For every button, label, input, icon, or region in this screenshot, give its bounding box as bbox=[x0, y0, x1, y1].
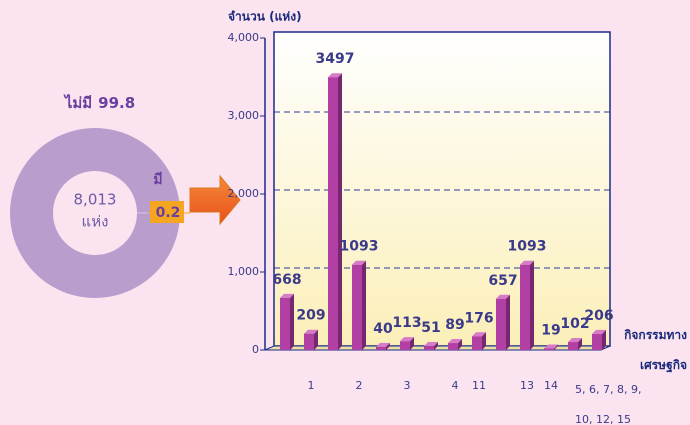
bar-top bbox=[328, 73, 342, 78]
bar-top bbox=[568, 338, 582, 343]
bar bbox=[592, 333, 602, 350]
bar bbox=[568, 342, 578, 350]
bar-top bbox=[400, 337, 414, 342]
bar-side bbox=[314, 329, 318, 350]
x-tick-label: 1 bbox=[308, 379, 315, 392]
slice-label: ไม่มี 99.8 bbox=[63, 93, 135, 112]
value-label: 1093 bbox=[508, 239, 547, 255]
bar bbox=[400, 341, 410, 350]
bar-side bbox=[578, 338, 582, 350]
slice-value-bg bbox=[150, 201, 184, 223]
value-label: 89 bbox=[445, 317, 464, 333]
value-label: 113 bbox=[392, 315, 421, 331]
bar-top bbox=[448, 339, 462, 344]
bar-side bbox=[602, 329, 606, 350]
bar bbox=[472, 336, 482, 350]
value-label: 209 bbox=[296, 308, 325, 324]
bar-top bbox=[424, 342, 438, 347]
arrow bbox=[189, 174, 241, 226]
x-tick-label: 13 bbox=[520, 379, 534, 392]
y-tick-label: 0 bbox=[252, 343, 259, 356]
y-tick-label: 2,000 bbox=[228, 187, 260, 200]
y-tick-label: 1,000 bbox=[228, 265, 260, 278]
bar-side bbox=[290, 293, 294, 350]
value-label: 176 bbox=[464, 310, 493, 326]
value-label: 657 bbox=[488, 273, 517, 289]
bar-side bbox=[386, 342, 390, 350]
x-tick-label: 14 bbox=[544, 379, 558, 392]
bar bbox=[544, 348, 554, 350]
value-label: 19 bbox=[541, 323, 560, 339]
x-tick-label: 3 bbox=[404, 379, 411, 392]
bar bbox=[304, 333, 314, 350]
bar bbox=[496, 298, 506, 350]
bar-side bbox=[506, 294, 510, 350]
bar-top bbox=[496, 294, 510, 299]
value-label: 51 bbox=[421, 320, 440, 336]
bar-side bbox=[458, 339, 462, 350]
donut-slice bbox=[10, 127, 180, 298]
bar-top bbox=[592, 329, 606, 334]
y-tick-label: 4,000 bbox=[228, 31, 260, 44]
y-axis-label: จำนวน (แห่ง) bbox=[228, 10, 302, 24]
slice-name: ไม่มี bbox=[63, 93, 92, 112]
bar-top bbox=[472, 332, 486, 337]
bar-top bbox=[376, 342, 390, 347]
value-label: 40 bbox=[373, 321, 393, 337]
bar bbox=[352, 264, 362, 350]
value-label: 668 bbox=[272, 272, 301, 288]
bar-side bbox=[338, 73, 342, 350]
x-tick-label: 4 bbox=[452, 379, 459, 392]
y-tick-label: 3,000 bbox=[228, 109, 260, 122]
donut-total: 8,013 bbox=[74, 191, 117, 209]
value-label: 206 bbox=[584, 308, 613, 324]
bar-side bbox=[530, 260, 534, 350]
bar bbox=[424, 346, 434, 350]
bar-top bbox=[304, 329, 318, 334]
bar-top bbox=[520, 260, 534, 265]
bar bbox=[376, 346, 386, 350]
bar-side bbox=[410, 337, 414, 350]
plot-wall bbox=[273, 31, 611, 347]
value-label: 3497 bbox=[316, 51, 355, 67]
slice-value: 0.2 bbox=[156, 205, 181, 221]
bar-top bbox=[280, 293, 294, 298]
x-tick-label: 11 bbox=[472, 379, 486, 392]
bar-side bbox=[362, 260, 366, 350]
x-tick-label: 2 bbox=[356, 379, 363, 392]
value-label: 1093 bbox=[340, 239, 379, 255]
donut-unit: แห่ง bbox=[82, 213, 109, 231]
x-tick-label: 5, 6, 7, 8, 9, 10, 12, 15 bbox=[575, 383, 642, 425]
bar bbox=[328, 77, 338, 350]
bar-side bbox=[434, 342, 438, 350]
x-axis-label: กิจกรรมทาง เศรษฐกิจ bbox=[624, 328, 687, 372]
bar bbox=[448, 343, 458, 350]
slice-name: มี bbox=[153, 172, 162, 188]
bar bbox=[520, 264, 530, 350]
bar-side bbox=[554, 344, 558, 350]
bar-side bbox=[482, 332, 486, 350]
bar-top bbox=[352, 260, 366, 265]
bar-top bbox=[544, 344, 558, 349]
bar bbox=[280, 297, 290, 350]
slice-value: 99.8 bbox=[98, 94, 135, 112]
value-label: 102 bbox=[560, 316, 589, 332]
